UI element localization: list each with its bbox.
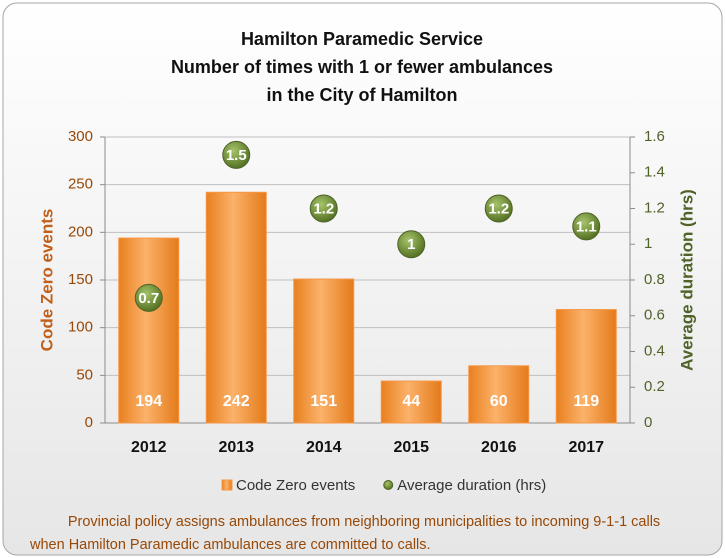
legend-label: Average duration (hrs)	[397, 477, 546, 494]
legend-swatch	[221, 479, 233, 491]
bar	[205, 191, 267, 424]
bar-value-label: 151	[310, 393, 337, 410]
y2-tick-label: 0.4	[644, 342, 665, 359]
chart-title: Hamilton Paramedic Service	[241, 29, 483, 49]
y2-tick-label: 0.2	[644, 378, 665, 395]
dot	[309, 194, 338, 223]
chart-title: in the City of Hamilton	[267, 85, 458, 105]
bar	[468, 365, 530, 424]
y2-tick-label: 0.6	[644, 307, 665, 324]
y-tick-label: 0	[85, 414, 93, 431]
dot	[222, 140, 251, 169]
bar	[555, 309, 617, 424]
bar-value-label: 44	[402, 393, 420, 410]
y2-tick-label: 1.6	[644, 128, 665, 145]
dot-value-label: 1.5	[226, 147, 247, 164]
bar-value-label: 60	[490, 393, 508, 410]
x-tick-label: 2017	[568, 439, 604, 456]
y2-tick-label: 0	[644, 414, 652, 431]
bar	[118, 237, 180, 424]
bar-value-label: 242	[223, 393, 250, 410]
x-tick-label: 2013	[218, 439, 254, 456]
y2-tick-label: 1.4	[644, 164, 665, 181]
y2-tick-label: 0.8	[644, 271, 665, 288]
y-tick-label: 100	[68, 319, 93, 336]
legend-label: Code Zero events	[236, 477, 355, 494]
x-tick-label: 2014	[306, 439, 342, 456]
x-tick-label: 2012	[131, 439, 167, 456]
x-tick-label: 2016	[481, 439, 517, 456]
y-axis-label: Code Zero events	[37, 209, 56, 352]
dot	[134, 283, 163, 312]
dot	[572, 212, 601, 241]
y2-tick-label: 1.2	[644, 199, 665, 216]
bar	[380, 380, 442, 424]
dot	[397, 230, 426, 259]
y-tick-label: 200	[68, 223, 93, 240]
annotation: when Hamilton Paramedic ambulances are c…	[29, 537, 431, 553]
x-tick-label: 2015	[393, 439, 429, 456]
y-tick-label: 250	[68, 176, 93, 193]
y2-tick-label: 1	[644, 235, 652, 252]
chart-title: Number of times with 1 or fewer ambulanc…	[171, 57, 553, 77]
dot-value-label: 1.2	[313, 200, 334, 217]
y2-axis-label: Average duration (hrs)	[677, 189, 696, 371]
legend-swatch	[383, 480, 394, 490]
dot-value-label: 1.1	[576, 218, 597, 235]
y-tick-label: 300	[68, 128, 93, 145]
y-tick-label: 150	[68, 271, 93, 288]
dot-value-label: 0.7	[138, 290, 159, 307]
y-tick-label: 50	[76, 366, 93, 383]
dot-value-label: 1.2	[488, 200, 509, 217]
bar-value-label: 119	[573, 393, 599, 410]
dot-value-label: 1	[407, 236, 415, 253]
bar-value-label: 194	[135, 393, 162, 410]
bar	[293, 278, 355, 424]
dot	[484, 194, 513, 223]
annotation: Provincial policy assigns ambulances fro…	[68, 514, 660, 530]
